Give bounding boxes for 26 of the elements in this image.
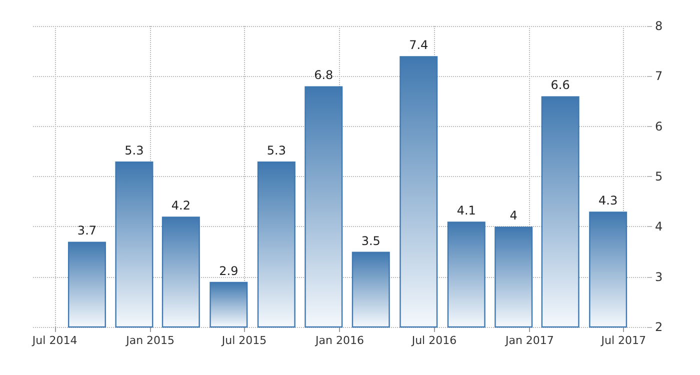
y-tick-label: 6: [655, 119, 663, 134]
y-tick-label: 7: [655, 69, 663, 84]
x-tick-label: Jan 2017: [504, 334, 554, 347]
data-label: 6.6: [550, 78, 570, 92]
x-tick-label: Jul 2017: [600, 334, 646, 347]
y-tick-label: 8: [655, 19, 663, 33]
x-tick-label: Jul 2016: [410, 334, 457, 347]
data-label: 5.3: [124, 143, 144, 158]
y-tick-label: 5: [655, 170, 663, 184]
data-label: 6.8: [314, 68, 334, 82]
x-tick-label: Jan 2015: [125, 334, 175, 347]
x-tick-label: Jan 2016: [314, 334, 364, 347]
x-tick-label: Jul 2015: [220, 334, 267, 347]
data-label: 4.3: [598, 194, 618, 208]
data-label: 7.4: [409, 38, 428, 52]
data-label: 4.1: [456, 204, 476, 218]
data-label: 3.7: [77, 224, 97, 238]
data-label: 4: [510, 208, 518, 223]
data-label: 5.3: [266, 143, 286, 158]
x-tick-label: Jul 2014: [31, 334, 78, 347]
y-tick-label: 3: [655, 270, 663, 284]
y-tick-label: 4: [655, 220, 663, 234]
y-tick-label: 2: [655, 320, 663, 334]
data-label: 3.5: [361, 234, 380, 248]
data-label: 2.9: [219, 264, 238, 278]
data-label: 4.2: [171, 198, 190, 213]
